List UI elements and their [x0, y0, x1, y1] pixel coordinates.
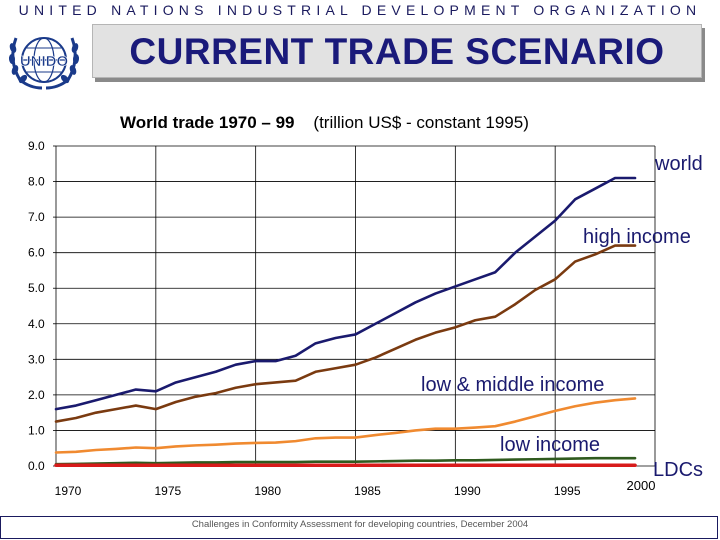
y-tick-label: 8.0 — [28, 175, 45, 189]
series-line-low-middle-income — [54, 397, 637, 454]
series-label-low-income: low income — [500, 434, 600, 456]
y-tick-label: 3.0 — [28, 352, 45, 366]
series-label-world: world — [654, 153, 703, 175]
footer-text: Challenges in Conformity Assessment for … — [191, 519, 529, 530]
title-banner: CURRENT TRADE SCENARIO — [92, 24, 702, 78]
y-tick-label: 1.0 — [28, 423, 45, 437]
series-line-world — [54, 176, 637, 411]
trade-line-chart: 0.0 1.0 2.0 3.0 4.0 5.0 6.0 7.0 8.0 9.0 1970 1975 19… — [28, 139, 703, 498]
y-tick-label: 9.0 — [28, 139, 45, 153]
x-tick-label: 1970 — [55, 484, 82, 498]
x-tick-label: 1995 — [554, 484, 581, 498]
x-tick-label: 1985 — [354, 484, 381, 498]
y-tick-label: 0.0 — [28, 459, 45, 473]
chart-title-main: World trade 1970 – 99 — [120, 113, 295, 132]
series-label-low-middle-income: low & middle income — [421, 374, 604, 396]
series-line-high-income — [54, 244, 637, 423]
un-emblem-icon: UNIDO — [8, 37, 80, 90]
logo-text: UNIDO — [20, 53, 69, 70]
chart-title: World trade 1970 – 99 (trillion US$ - co… — [120, 113, 529, 133]
y-tick-label: 2.0 — [28, 388, 45, 402]
x-tick-label: 1990 — [454, 484, 481, 498]
y-tick-label: 4.0 — [28, 317, 45, 331]
series-label-ldcs: LDCs — [653, 459, 703, 481]
series-label-high-income: high income — [583, 226, 691, 248]
page-title: CURRENT TRADE SCENARIO — [129, 31, 665, 72]
x-tick-label: 2000 — [627, 478, 656, 493]
y-tick-label: 7.0 — [28, 210, 45, 224]
y-tick-label: 6.0 — [28, 246, 45, 260]
x-tick-label: 1975 — [154, 484, 181, 498]
series-line-low-income — [54, 456, 637, 466]
organization-name: UNITED NATIONS INDUSTRIAL DEVELOPMENT OR… — [18, 2, 702, 18]
chart-title-unit: (trillion US$ - constant 1995) — [313, 113, 529, 132]
x-tick-label: 1980 — [254, 484, 281, 498]
footer-frame — [0, 516, 718, 539]
y-tick-label: 5.0 — [28, 281, 45, 295]
